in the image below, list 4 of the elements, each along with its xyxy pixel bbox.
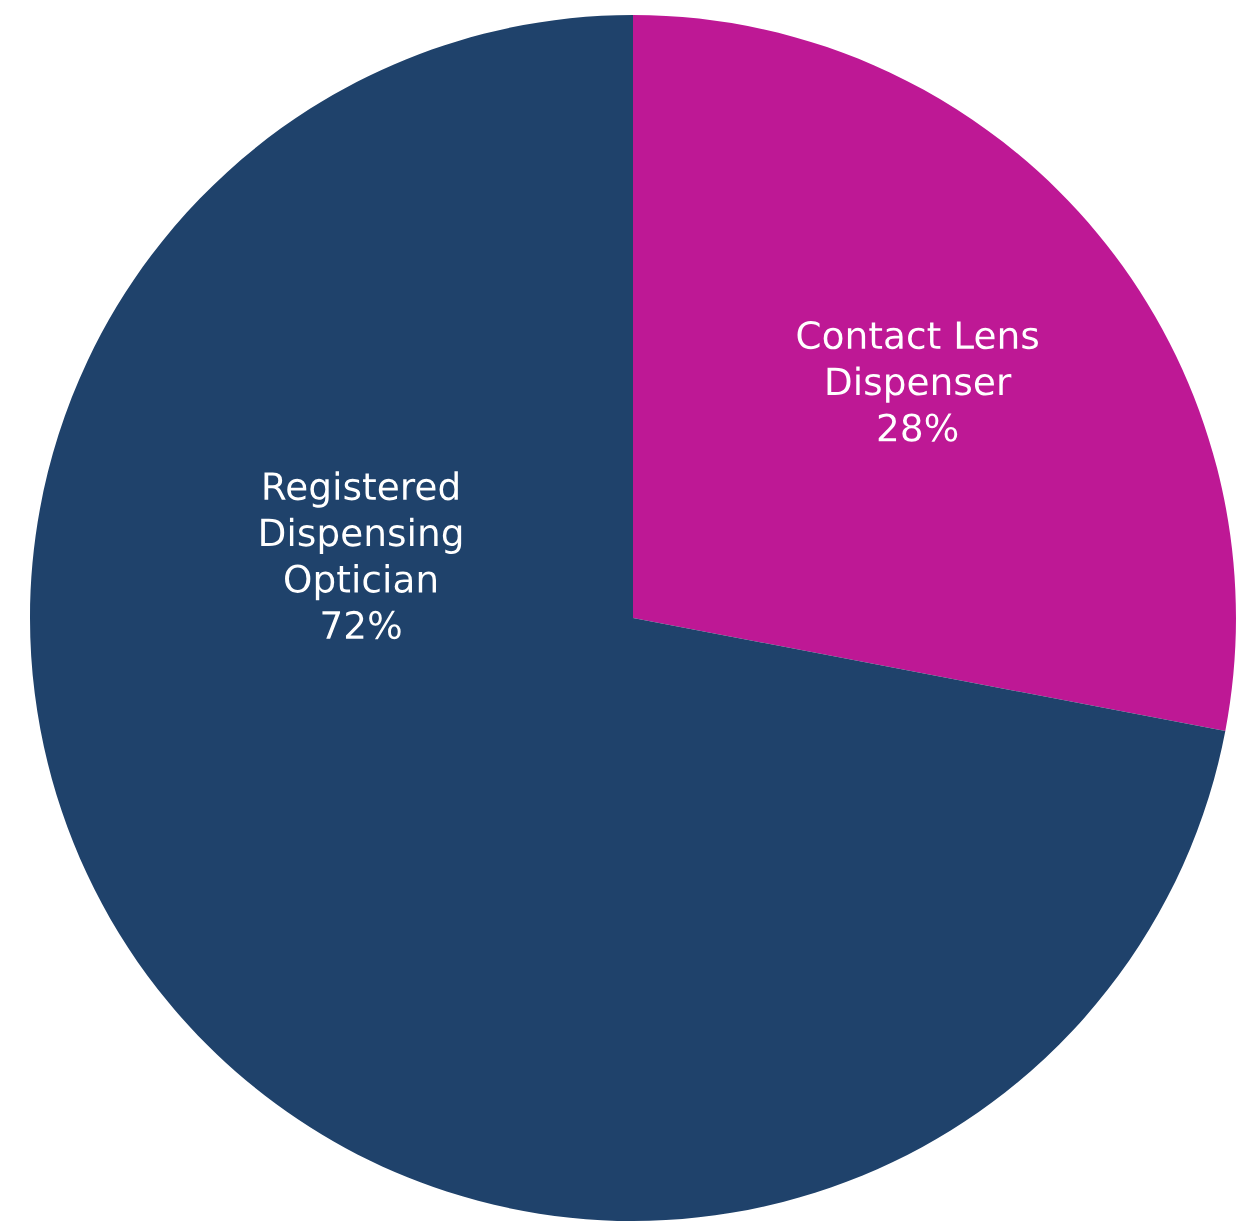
slice-label: Registered Dispensing Optician <box>261 471 462 601</box>
data-label: 72% <box>322 610 401 640</box>
data-label: 28% <box>878 413 958 442</box>
slice-label: Contact Lens Dispenser <box>797 320 1038 403</box>
